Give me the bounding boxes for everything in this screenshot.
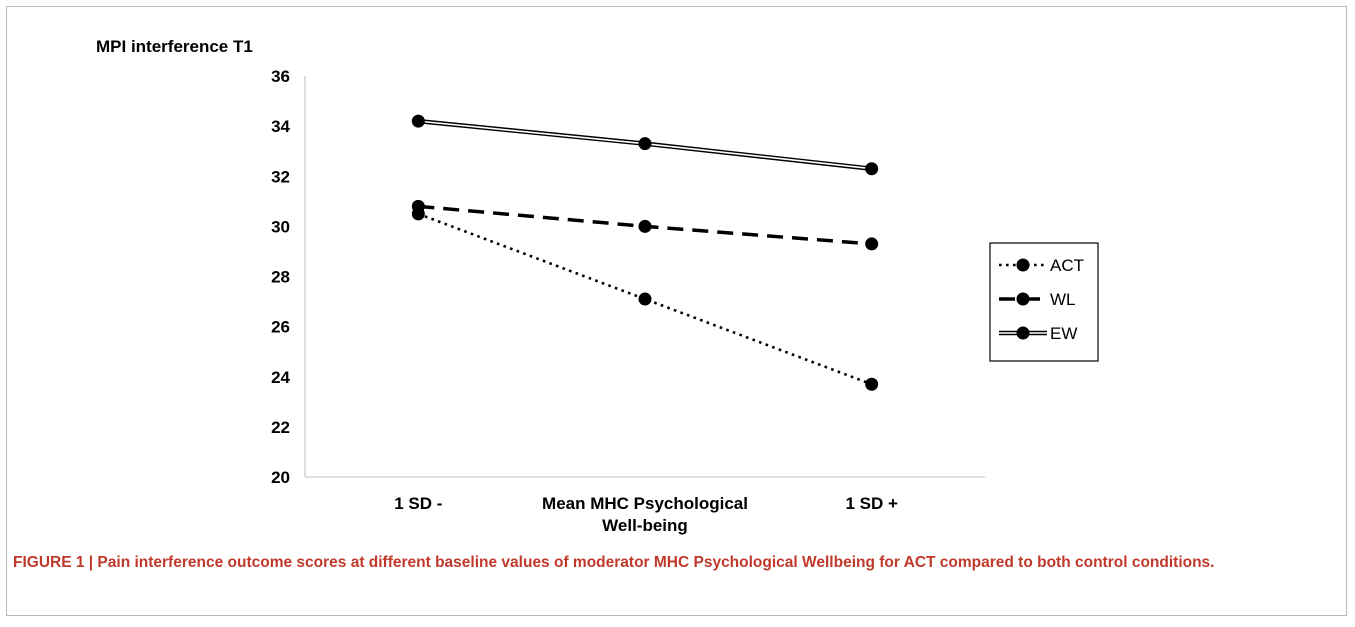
legend-box: [989, 242, 1099, 362]
legend-wl-marker: [1016, 292, 1030, 306]
legend-ew-marker: [1016, 326, 1030, 340]
figure-caption: FIGURE 1 | Pain interference outcome sco…: [13, 554, 1215, 571]
wl-data-point: [865, 237, 879, 251]
legend-label-ew: EW: [1050, 324, 1077, 343]
ew-data-point: [411, 114, 425, 128]
y-tick-label: 28: [271, 268, 290, 287]
y-tick-label: 32: [271, 167, 290, 186]
figure-frame: [6, 6, 1347, 616]
y-axis-title: MPI interference T1: [96, 37, 253, 56]
x-tick-label: 1 SD +: [845, 494, 898, 513]
ew-data-point: [638, 137, 652, 151]
y-tick-label: 20: [271, 468, 290, 487]
wl-data-point: [411, 199, 425, 213]
ew-data-point: [865, 162, 879, 176]
legend-act-marker: [1016, 258, 1030, 272]
y-tick-label: 36: [271, 67, 290, 86]
y-tick-label: 22: [271, 418, 290, 437]
act-data-point: [865, 377, 879, 391]
y-tick-label: 34: [271, 117, 290, 136]
act-data-point: [638, 292, 652, 306]
wl-data-point: [638, 219, 652, 233]
legend-label-wl: WL: [1050, 290, 1076, 309]
x-tick-label: Mean MHC Psychological Well-being: [542, 494, 748, 535]
legend-label-act: ACT: [1050, 256, 1084, 275]
y-tick-label: 26: [271, 318, 290, 337]
y-tick-label: 30: [271, 217, 290, 236]
x-tick-label: 1 SD -: [394, 494, 442, 513]
y-tick-label: 24: [271, 368, 290, 387]
line-chart: MPI interference T1 20 22 24 26 28 30 32 34 36 1 S…: [96, 37, 1099, 535]
